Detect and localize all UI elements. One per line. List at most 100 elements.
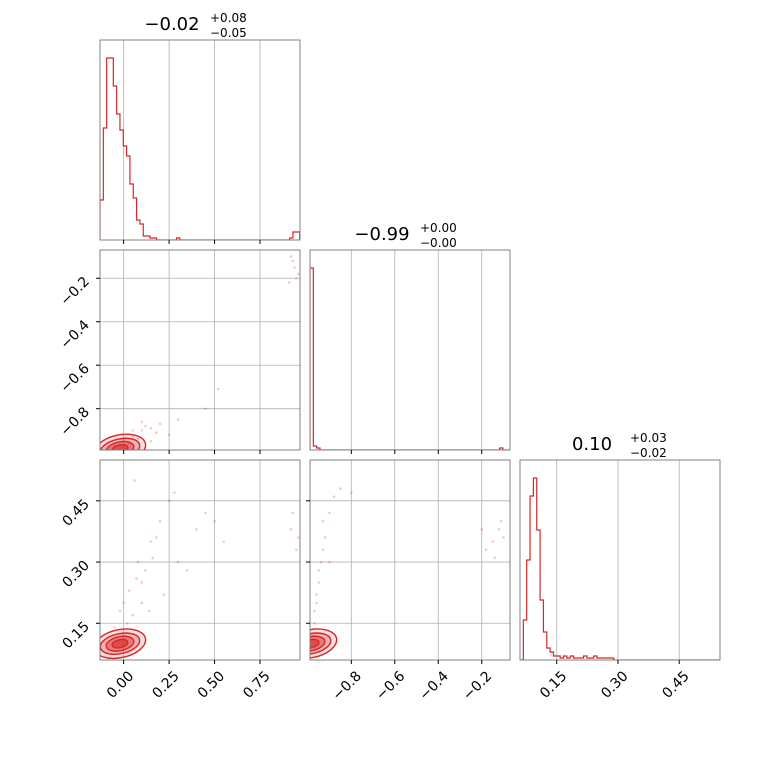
scatter-point [140,601,144,605]
hist-param-1-panel: −0.02 +0.08−0.05 [99,11,301,244]
y-tick-label: −0.4 [57,317,92,352]
scatter-point [319,560,323,564]
scatter-point [293,266,296,269]
panel-title-value: −0.99 [354,224,409,245]
scatter-point [118,609,122,613]
y-tick-label: −0.8 [57,404,92,439]
scatter-point [295,548,298,552]
scatter-point [328,560,331,564]
scatter-point [167,499,171,503]
scatter-point [176,418,180,421]
scatter-point [176,560,180,564]
scatter-point [140,420,144,424]
scatter-point [204,407,207,410]
scatter-point [213,519,216,523]
x-tick-label: −0.2 [460,668,495,703]
scatter-point [480,528,484,531]
y-tick-label: 0.45 [59,496,92,529]
scatter-points [100,479,300,660]
scatter-point [493,556,497,560]
scatter-point [158,422,162,426]
x-tick-label: 0.50 [195,668,228,701]
scatter-point [317,568,320,572]
scatter-point [502,536,505,539]
scatter-point [144,424,147,428]
scatter-point [500,519,503,523]
scatter-point [289,528,293,531]
axes-frame [309,459,511,661]
histogram-step [520,477,720,660]
y-tick-label: 0.30 [59,558,92,591]
scatter-point [216,387,220,391]
scatter-point [289,255,293,258]
scatter-point [484,548,488,552]
scatter-point [296,536,300,539]
scatter-point [113,626,116,629]
scatter-point [295,276,298,280]
scatter-points [100,255,300,450]
hist-param-2-panel: −0.99 +0.00−0.00 [309,221,511,454]
scatter-param-1-vs-2-panel: −0.2 −0.4 −0.6 −0.8 [57,249,301,454]
panel-title-plus: +0.00 [420,221,457,235]
y-tick-label: 0.15 [59,619,92,652]
x-tick-label: −0.6 [373,668,408,703]
scatter-point [291,259,295,263]
axes-frame [309,249,511,451]
scatter-points [310,487,505,660]
scatter-point [195,528,198,531]
y-tick-label: −0.2 [57,274,92,309]
density-contour [111,638,129,649]
scatter-point [497,528,501,531]
scatter-point [149,440,153,443]
scatter-point [185,568,189,572]
scatter-point [158,519,162,523]
x-tick-label: 0.00 [104,668,137,701]
scatter-point [131,435,135,439]
scatter-point [173,491,176,494]
scatter-point [315,601,318,605]
hist-param-3-panel: 0.15 0.30 0.45 0.10 +0.03−0.02 [519,431,721,702]
scatter-point [149,540,153,543]
scatter-point [133,479,136,482]
scatter-point [149,426,153,430]
x-tick-label: −0.4 [417,668,452,703]
scatter-point [147,609,151,613]
scatter-point [122,601,125,605]
scatter-param-1-vs-3-panel: 0.00 0.25 0.50 0.75 0.15 0.30 0.45 [59,459,301,702]
density-contour [111,443,129,450]
x-tick-label: 0.25 [149,668,182,701]
scatter-point [144,568,147,572]
scatter-point [136,560,140,564]
scatter-point [127,589,131,592]
y-tick-label: −0.6 [57,361,92,396]
scatter-point [140,429,144,432]
scatter-point [339,487,342,490]
scatter-point [167,433,171,437]
scatter-point [162,593,165,596]
x-tick-label: 0.75 [240,668,273,701]
scatter-point [125,621,129,625]
histogram-step [100,57,300,240]
scatter-point [491,540,494,543]
scatter-point [140,581,144,584]
scatter-point [321,548,325,552]
scatter-point [323,536,327,539]
scatter-point [296,272,300,276]
scatter-point [313,621,316,625]
panel-title-plus: +0.08 [210,11,247,25]
scatter-point [155,536,158,539]
scatter-point [287,281,291,284]
axes-frame [99,39,301,241]
scatter-point [291,511,295,515]
scatter-point [313,609,316,613]
x-tick-label: −0.8 [330,668,365,703]
scatter-point [151,556,155,560]
scatter-point [350,491,353,494]
scatter-point [317,581,320,584]
axes-frame [519,459,721,661]
panel-title-minus: −0.02 [630,446,667,460]
panel-title-value: −0.02 [144,14,199,35]
x-tick-label: 0.45 [659,668,692,701]
scatter-point [315,593,318,596]
